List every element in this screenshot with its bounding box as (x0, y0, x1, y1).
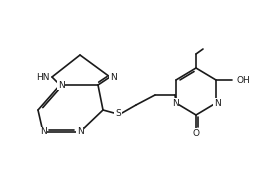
Text: O: O (192, 129, 200, 137)
Text: S: S (115, 108, 121, 117)
Text: N: N (172, 98, 178, 107)
Text: OH: OH (236, 75, 250, 85)
Text: HN: HN (37, 73, 50, 82)
Text: N: N (110, 73, 117, 82)
Text: N: N (40, 127, 46, 137)
Text: N: N (214, 98, 220, 107)
Text: N: N (58, 80, 64, 90)
Text: N: N (77, 127, 83, 137)
